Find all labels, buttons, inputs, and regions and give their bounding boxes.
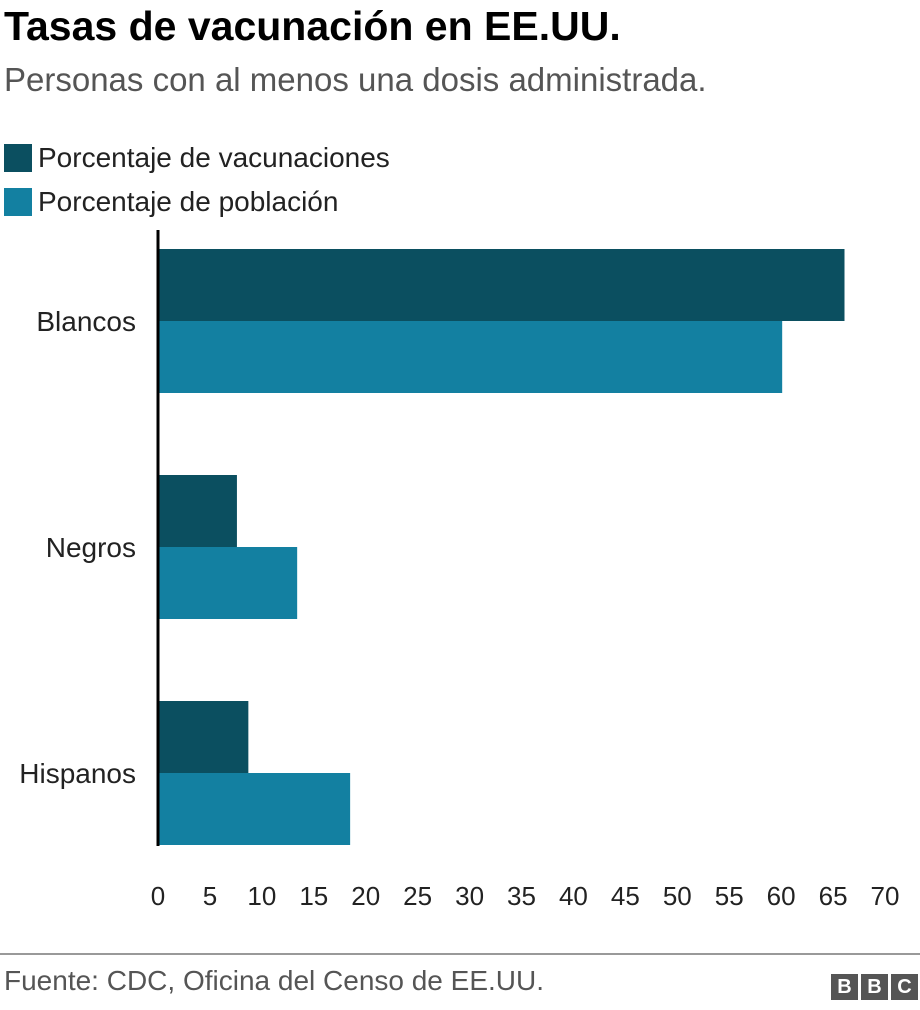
legend: Porcentaje de vacunaciones Porcentaje de…	[4, 136, 390, 224]
category-label: Negros	[46, 532, 136, 563]
source-note: Fuente: CDC, Oficina del Censo de EE.UU.	[4, 965, 545, 996]
bar	[158, 321, 783, 393]
bar	[158, 475, 237, 547]
legend-swatch-poblacion	[4, 188, 32, 216]
bbc-logo-letter: C	[891, 974, 918, 1000]
footer-divider	[0, 953, 920, 955]
bar	[158, 773, 351, 845]
legend-item-poblacion: Porcentaje de población	[4, 180, 390, 224]
legend-label-poblacion: Porcentaje de población	[38, 186, 339, 217]
x-tick-label: 40	[559, 881, 588, 911]
bar-chart: Blancos Negros Hispanos 0 5 10 15 20 25 30 35 40 45 5…	[19, 230, 900, 911]
x-tick-label: 20	[351, 881, 380, 911]
x-tick-label: 15	[299, 881, 328, 911]
legend-item-vacunaciones: Porcentaje de vacunaciones	[4, 136, 390, 180]
bar	[158, 701, 249, 773]
x-tick-label: 10	[247, 881, 276, 911]
legend-swatch-vacunaciones	[4, 144, 32, 172]
bbc-logo-letter: B	[831, 974, 858, 1000]
x-tick-label: 35	[507, 881, 536, 911]
bbc-logo: B B C	[831, 974, 918, 1000]
chart-title: Tasas de vacunación en EE.UU.	[4, 3, 621, 49]
chart-subtitle: Personas con al menos una dosis administ…	[4, 61, 707, 98]
bar	[158, 249, 845, 321]
x-tick-label: 30	[455, 881, 484, 911]
category-label: Blancos	[36, 306, 136, 337]
x-tick-label: 55	[715, 881, 744, 911]
x-tick-label: 45	[611, 881, 640, 911]
legend-label-vacunaciones: Porcentaje de vacunaciones	[38, 142, 390, 173]
x-tick-label: 65	[819, 881, 848, 911]
category-label: Hispanos	[19, 758, 136, 789]
bbc-logo-letter: B	[861, 974, 888, 1000]
x-tick-label: 50	[663, 881, 692, 911]
x-tick-label: 60	[767, 881, 796, 911]
x-tick-label: 0	[151, 881, 165, 911]
x-tick-label: 70	[871, 881, 900, 911]
bar	[158, 547, 298, 619]
x-tick-label: 5	[203, 881, 217, 911]
x-tick-label: 25	[403, 881, 432, 911]
